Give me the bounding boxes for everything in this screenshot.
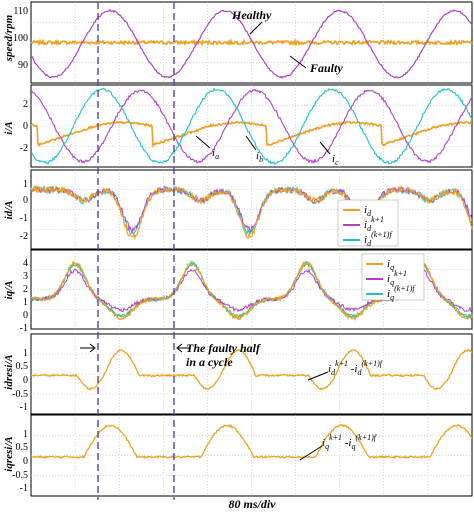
id-tick-neg2: -2 — [20, 231, 28, 242]
iq-residual-annotation: iqk+1 -iq(k+1)f — [322, 433, 378, 451]
idresi-tick-neg05: -0.5 — [12, 389, 28, 400]
faulty-half-left-arrow — [80, 343, 96, 353]
phase-tick-0: 0 — [23, 121, 28, 132]
healthy-annotation: Healthy — [231, 8, 272, 22]
phase-tick-2: 2 — [23, 99, 28, 110]
panel-iqresi — [30, 414, 473, 497]
faulty-half-note-line1: The faulty half — [186, 341, 261, 355]
id-line — [30, 184, 473, 241]
svg-text:iq(k+1)f: iq(k+1)f — [387, 284, 416, 302]
id-ylabel: id/A — [3, 201, 15, 220]
ia-annotation: ia — [212, 147, 219, 161]
id-residual-line — [30, 348, 473, 391]
speed-tick-110: 110 — [13, 6, 28, 17]
id-k1-line — [30, 186, 473, 234]
iq-tick-neg1: -1 — [20, 323, 28, 334]
iq-legend: iq iqk+1 iq(k+1)f — [361, 253, 425, 302]
speed-tick-90: 90 — [18, 60, 28, 71]
faulty-annotation: Faulty — [309, 61, 343, 75]
id-tick-1: 1 — [23, 179, 28, 190]
faulty-half-note-line2: in a cycle — [186, 355, 233, 369]
iq-tick-2: 2 — [23, 284, 28, 295]
panel-id — [30, 169, 473, 250]
ic-annotation: ic — [332, 153, 339, 167]
idresi-ylabel: idresi/A — [3, 354, 15, 389]
id-residual-arrow — [307, 371, 329, 381]
idresi-tick-05: 0.5 — [16, 361, 29, 372]
x-axis-label: 80 ms/div — [229, 497, 277, 511]
ib-arrow — [245, 135, 257, 151]
svg-text:iqk+1: iqk+1 — [387, 269, 407, 287]
iqresi-tick-0: 0 — [23, 456, 28, 467]
phase-ia-line — [30, 120, 473, 148]
panels — [30, 1, 473, 497]
iq-residual-line — [30, 423, 473, 460]
id-legend: id idk+1 id(k+1)f — [337, 199, 399, 248]
iq-tick-1: 1 — [23, 297, 28, 308]
iqresi-ylabel: iqresi/A — [3, 436, 15, 471]
iq-tick-3: 3 — [23, 271, 28, 282]
svg-text:idk+1: idk+1 — [364, 215, 384, 233]
iq-tick-0: 0 — [23, 310, 28, 321]
speed-ylabel: speed/rpm — [3, 14, 15, 62]
svg-text:iq: iq — [387, 258, 394, 272]
idresi-tick-neg1: -1 — [20, 402, 28, 413]
iqresi-tick-neg1: -1 — [20, 483, 28, 494]
svg-text:id: id — [364, 204, 372, 218]
iq-residual-arrow — [299, 445, 323, 461]
svg-text:iqk+1 -iq(k+1)f: iqk+1 -iq(k+1)f — [322, 433, 378, 451]
ic-arrow — [319, 141, 331, 155]
iq-ylabel: iq/A — [3, 281, 15, 300]
id-tick-0: 0 — [23, 195, 28, 206]
faulty-half-right-arrow — [176, 343, 190, 353]
phase-ic-line — [30, 87, 473, 165]
iqresi-tick-neg05: -0.5 — [12, 470, 28, 481]
idresi-tick-1: 1 — [23, 348, 28, 359]
ib-annotation: ib — [256, 150, 263, 164]
faulty-half-markers — [80, 2, 190, 500]
healthy-arrow — [249, 21, 263, 35]
speed-faulty-line — [30, 8, 473, 80]
id-residual-annotation: idk+1 -id(k+1)f — [328, 359, 384, 377]
phase-ib-line — [30, 88, 473, 165]
ia-arrow — [195, 135, 211, 149]
iqresi-tick-05: 0.5 — [16, 442, 29, 453]
id-tick-neg1: -1 — [20, 213, 28, 224]
svg-text:idk+1 -id(k+1)f: idk+1 -id(k+1)f — [328, 359, 384, 377]
iq-tick-4: 4 — [23, 258, 28, 269]
svg-text:id(k+1)f: id(k+1)f — [364, 230, 393, 248]
speed-tick-100: 100 — [13, 33, 28, 44]
iqresi-tick-1: 1 — [23, 429, 28, 440]
phase-current-ylabel: i/A — [3, 121, 15, 134]
phase-tick-neg2: -2 — [20, 143, 28, 154]
idresi-tick-0: 0 — [23, 375, 28, 386]
faulty-arrow — [289, 55, 307, 69]
